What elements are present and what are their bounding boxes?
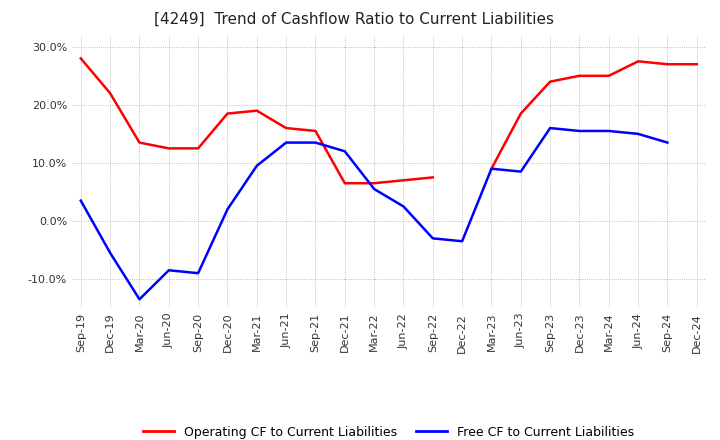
Free CF to Current Liabilities <box>282 140 290 145</box>
Operating CF to Current Liabilities <box>516 111 525 116</box>
Operating CF to Current Liabilities <box>575 73 584 78</box>
Free CF to Current Liabilities <box>634 131 642 136</box>
Operating CF to Current Liabilities <box>546 79 554 84</box>
Free CF to Current Liabilities <box>428 236 437 241</box>
Operating CF to Current Liabilities <box>693 62 701 67</box>
Operating CF to Current Liabilities <box>76 56 85 61</box>
Free CF to Current Liabilities <box>76 198 85 203</box>
Operating CF to Current Liabilities <box>106 91 114 96</box>
Free CF to Current Liabilities <box>135 297 144 302</box>
Operating CF to Current Liabilities <box>487 166 496 171</box>
Free CF to Current Liabilities <box>341 149 349 154</box>
Free CF to Current Liabilities <box>458 238 467 244</box>
Legend: Operating CF to Current Liabilities, Free CF to Current Liabilities: Operating CF to Current Liabilities, Fre… <box>138 421 639 440</box>
Operating CF to Current Liabilities <box>223 111 232 116</box>
Operating CF to Current Liabilities <box>634 59 642 64</box>
Free CF to Current Liabilities <box>253 163 261 169</box>
Operating CF to Current Liabilities <box>428 175 437 180</box>
Operating CF to Current Liabilities <box>253 108 261 113</box>
Free CF to Current Liabilities <box>370 187 379 192</box>
Free CF to Current Liabilities <box>575 128 584 134</box>
Free CF to Current Liabilities <box>399 204 408 209</box>
Operating CF to Current Liabilities <box>311 128 320 134</box>
Operating CF to Current Liabilities <box>399 178 408 183</box>
Text: [4249]  Trend of Cashflow Ratio to Current Liabilities: [4249] Trend of Cashflow Ratio to Curren… <box>154 12 554 27</box>
Line: Free CF to Current Liabilities: Free CF to Current Liabilities <box>81 128 667 299</box>
Operating CF to Current Liabilities <box>282 125 290 131</box>
Operating CF to Current Liabilities <box>341 180 349 186</box>
Free CF to Current Liabilities <box>487 166 496 171</box>
Free CF to Current Liabilities <box>164 268 173 273</box>
Operating CF to Current Liabilities <box>663 62 672 67</box>
Free CF to Current Liabilities <box>223 207 232 212</box>
Operating CF to Current Liabilities <box>370 180 379 186</box>
Free CF to Current Liabilities <box>663 140 672 145</box>
Free CF to Current Liabilities <box>605 128 613 134</box>
Line: Operating CF to Current Liabilities: Operating CF to Current Liabilities <box>81 59 697 183</box>
Operating CF to Current Liabilities <box>194 146 202 151</box>
Operating CF to Current Liabilities <box>605 73 613 78</box>
Free CF to Current Liabilities <box>194 271 202 276</box>
Free CF to Current Liabilities <box>106 250 114 256</box>
Free CF to Current Liabilities <box>311 140 320 145</box>
Free CF to Current Liabilities <box>546 125 554 131</box>
Free CF to Current Liabilities <box>516 169 525 174</box>
Operating CF to Current Liabilities <box>164 146 173 151</box>
Operating CF to Current Liabilities <box>135 140 144 145</box>
